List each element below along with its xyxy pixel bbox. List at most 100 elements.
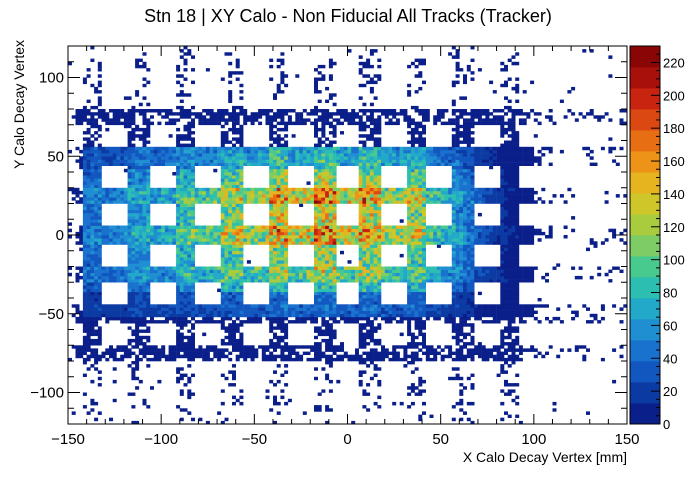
heatmap-cell (314, 131, 318, 135)
heatmap-cell (407, 168, 412, 173)
heatmap-cell (235, 209, 240, 214)
heatmap-cell (269, 351, 274, 355)
heatmap-cell (90, 310, 95, 314)
heatmap-cell (384, 266, 389, 270)
heatmap-cell (407, 288, 412, 293)
heatmap-cell (86, 156, 91, 160)
heatmap-cell (120, 200, 125, 204)
heatmap-cell (135, 162, 140, 166)
heatmap-cell (142, 165, 147, 170)
heatmap-cell (269, 294, 274, 299)
heatmap-cell (392, 153, 397, 157)
heatmap-cell (94, 206, 99, 211)
heatmap-cell (202, 162, 207, 166)
heatmap-cell (366, 172, 371, 176)
heatmap-cell (340, 146, 344, 151)
heatmap-cell (295, 266, 300, 270)
heatmap-cell (325, 216, 330, 220)
heatmap-cell (358, 228, 363, 233)
heatmap-cell (332, 172, 337, 176)
heatmap-cell (187, 389, 192, 393)
heatmap-cell (254, 241, 259, 245)
heatmap-cell (373, 263, 378, 267)
heatmap-cell (317, 222, 322, 226)
heatmap-cell (276, 162, 281, 166)
heatmap-cell (183, 172, 188, 176)
heatmap-cell (161, 269, 166, 273)
heatmap-cell (127, 115, 132, 119)
heatmap-cell (153, 310, 158, 314)
heatmap-cell (362, 143, 367, 148)
heatmap-cell (172, 225, 177, 229)
heatmap-cell (258, 304, 263, 308)
heatmap-cell (191, 373, 195, 377)
heatmap-cell (269, 310, 274, 314)
heatmap-cell (392, 228, 397, 233)
heatmap-cell (94, 310, 99, 314)
heatmap-cell (138, 178, 143, 182)
heatmap-cell (187, 181, 192, 185)
heatmap-cell (127, 187, 132, 192)
heatmap-cell (407, 329, 412, 333)
heatmap-cell (220, 238, 225, 242)
heatmap-cell (328, 61, 333, 66)
heatmap-cell (176, 225, 181, 229)
heatmap-cell (362, 291, 367, 296)
heatmap-cell (317, 71, 322, 75)
heatmap-cell (112, 354, 117, 359)
heatmap-cell (176, 342, 181, 346)
heatmap-cell (239, 395, 244, 400)
heatmap-cell (135, 310, 140, 314)
heatmap-cell (86, 411, 91, 415)
heatmap-cell (377, 64, 382, 69)
heatmap-cell (101, 238, 106, 242)
heatmap-cell (276, 127, 281, 132)
heatmap-cell (187, 338, 192, 343)
heatmap-cell (250, 200, 255, 204)
heatmap-cell (187, 190, 192, 195)
heatmap-cell (176, 184, 181, 188)
heatmap-cell (97, 253, 102, 258)
heatmap-cell (314, 124, 318, 129)
heatmap-cell (325, 235, 330, 239)
heatmap-cell (284, 83, 289, 88)
heatmap-cell (172, 231, 177, 236)
heatmap-cell (172, 238, 177, 242)
heatmap-cell (127, 291, 132, 296)
heatmap-cell (138, 313, 143, 318)
heatmap-cell (258, 162, 263, 166)
heatmap-cell (261, 238, 266, 242)
heatmap-cell (138, 58, 143, 62)
heatmap-cell (317, 146, 322, 151)
heatmap-cell (135, 124, 140, 129)
heatmap-cell (284, 172, 289, 176)
heatmap-cell (109, 159, 113, 163)
heatmap-cell (82, 178, 87, 182)
heatmap-cell (280, 197, 285, 201)
heatmap-cell (202, 115, 207, 119)
heatmap-cell (325, 194, 330, 198)
heatmap-cell (179, 115, 184, 119)
heatmap-cell (127, 140, 132, 144)
heatmap-cell (280, 304, 285, 308)
heatmap-cell (86, 162, 91, 166)
heatmap-cell (194, 313, 199, 318)
heatmap-cell (373, 250, 378, 255)
heatmap-cell (187, 159, 192, 163)
heatmap-cell (176, 279, 181, 283)
heatmap-cell (362, 200, 367, 204)
heatmap-cell (90, 112, 95, 116)
heatmap-cell (120, 156, 125, 160)
heatmap-cell (90, 115, 95, 119)
heatmap-cell (90, 320, 95, 324)
heatmap-cell (146, 291, 151, 296)
heatmap-cell (373, 338, 378, 343)
heatmap-cell (399, 194, 404, 198)
heatmap-cell (90, 206, 95, 211)
heatmap-cell (86, 320, 91, 324)
heatmap-cell (280, 118, 285, 122)
heatmap-cell (280, 187, 285, 192)
heatmap-cell (295, 162, 300, 166)
heatmap-cell (269, 250, 274, 255)
heatmap-cell (321, 134, 326, 138)
